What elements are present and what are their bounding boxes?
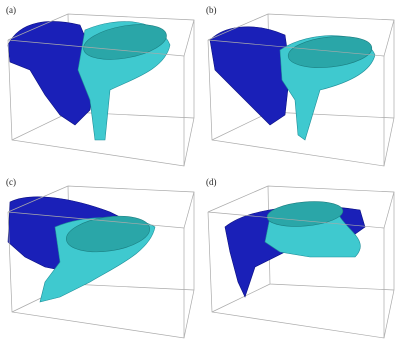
box-edge xyxy=(11,111,71,141)
panel: (a) xyxy=(6,5,195,167)
blue-surface xyxy=(209,26,291,126)
box-edge xyxy=(211,111,271,141)
box-edge xyxy=(207,211,385,339)
box-edge xyxy=(383,117,395,167)
panel-label: (d) xyxy=(206,177,217,187)
panel: (d) xyxy=(206,177,395,339)
blue-surface xyxy=(7,21,96,126)
box-edge xyxy=(7,39,185,167)
cyan-top xyxy=(66,215,150,253)
box-edge xyxy=(207,39,385,167)
cyan-top xyxy=(287,36,373,68)
cyan-top xyxy=(83,24,167,60)
box-edge xyxy=(383,289,395,339)
panel-label: (a) xyxy=(6,5,16,15)
box-edge xyxy=(183,117,195,167)
box-edge xyxy=(211,283,271,313)
panel: (b) xyxy=(206,5,395,167)
panel-label: (c) xyxy=(6,177,16,187)
box-edge xyxy=(183,289,195,339)
panel-label: (b) xyxy=(206,5,217,15)
box-edge xyxy=(7,211,185,339)
panel: (c) xyxy=(6,177,195,339)
